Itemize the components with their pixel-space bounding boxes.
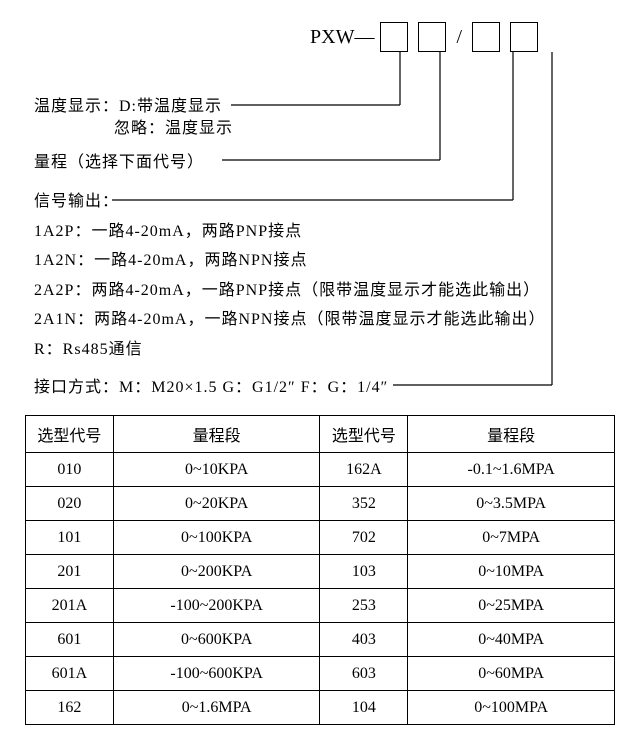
- table-body: 0100~10KPA162A-0.1~1.6MPA0200~20KPA3520~…: [26, 453, 615, 725]
- table-row: 1010~100KPA7020~7MPA: [26, 521, 615, 555]
- sig-3: 2A2P：两路4-20mA，一路PNP接点（限带温度显示才能选此输出）: [34, 280, 545, 302]
- table-cell: 0~10MPA: [408, 555, 615, 589]
- sig-4: 2A1N：两路4-20mA，一路NPN接点（限带温度显示才能选此输出）: [34, 309, 545, 331]
- model-prefix: PXW—: [310, 26, 374, 49]
- table-cell: 702: [320, 521, 408, 555]
- table-cell: 352: [320, 487, 408, 521]
- table-row: 0100~10KPA162A-0.1~1.6MPA: [26, 453, 615, 487]
- table-row: 2010~200KPA1030~10MPA: [26, 555, 615, 589]
- table-cell: 603: [320, 657, 408, 691]
- sig-2: 1A2N：一路4-20mA，两路NPN接点: [34, 250, 545, 272]
- model-box-2: [418, 22, 446, 52]
- temp-line1: 温度显示：D:带温度显示: [34, 96, 233, 118]
- table-cell: 0~100KPA: [113, 521, 320, 555]
- table-cell: 0~10KPA: [113, 453, 320, 487]
- th-code2: 选型代号: [320, 416, 408, 453]
- table-cell: 601A: [26, 657, 114, 691]
- range-label: 量程（选择下面代号）: [34, 152, 204, 174]
- temp-line2: 忽略：温度显示: [34, 118, 233, 140]
- table-cell: 0~100MPA: [408, 691, 615, 725]
- table-row: 6010~600KPA4030~40MPA: [26, 623, 615, 657]
- table-row: 201A-100~200KPA2530~25MPA: [26, 589, 615, 623]
- range-line: 量程（选择下面代号）: [34, 152, 204, 174]
- table-cell: 201: [26, 555, 114, 589]
- selection-table: 选型代号 量程段 选型代号 量程段 0100~10KPA162A-0.1~1.6…: [25, 415, 615, 725]
- signal-header: 信号输出：: [34, 191, 545, 213]
- table-cell: 104: [320, 691, 408, 725]
- model-box-4: [510, 22, 538, 52]
- interface-label: 接口方式：M：M20×1.5 G：G1/2″ F：G：1/4″: [34, 377, 388, 399]
- table-cell: 162A: [320, 453, 408, 487]
- table-cell: 201A: [26, 589, 114, 623]
- table-cell: 0~7MPA: [408, 521, 615, 555]
- sig-5: R：Rs485通信: [34, 339, 545, 361]
- table-cell: 403: [320, 623, 408, 657]
- table-cell: 0~600KPA: [113, 623, 320, 657]
- table-cell: 101: [26, 521, 114, 555]
- table-cell: -0.1~1.6MPA: [408, 453, 615, 487]
- table-cell: 0~200KPA: [113, 555, 320, 589]
- table-cell: 0~60MPA: [408, 657, 615, 691]
- sig-1: 1A2P：一路4-20mA，两路PNP接点: [34, 221, 545, 243]
- table-cell: 0~25MPA: [408, 589, 615, 623]
- model-code-row: PXW— /: [310, 22, 542, 52]
- table-cell: 162: [26, 691, 114, 725]
- th-code: 选型代号: [26, 416, 114, 453]
- temp-display-label: 温度显示：D:带温度显示 忽略：温度显示: [34, 96, 233, 139]
- table-cell: 0~1.6MPA: [113, 691, 320, 725]
- table-cell: 020: [26, 487, 114, 521]
- table-cell: 010: [26, 453, 114, 487]
- th-range: 量程段: [113, 416, 320, 453]
- table-cell: 601: [26, 623, 114, 657]
- signal-output-block: 信号输出： 1A2P：一路4-20mA，两路PNP接点 1A2N：一路4-20m…: [34, 191, 545, 361]
- table-row: 601A-100~600KPA6030~60MPA: [26, 657, 615, 691]
- interface-line: 接口方式：M：M20×1.5 G：G1/2″ F：G：1/4″: [34, 377, 388, 399]
- model-box-3: [472, 22, 500, 52]
- table-cell: 253: [320, 589, 408, 623]
- table-header-row: 选型代号 量程段 选型代号 量程段: [26, 416, 615, 453]
- table-cell: -100~600KPA: [113, 657, 320, 691]
- table-cell: 0~40MPA: [408, 623, 615, 657]
- table-cell: 0~3.5MPA: [408, 487, 615, 521]
- model-slash: /: [456, 26, 462, 49]
- th-range2: 量程段: [408, 416, 615, 453]
- table-cell: -100~200KPA: [113, 589, 320, 623]
- model-box-1: [380, 22, 408, 52]
- table-cell: 0~20KPA: [113, 487, 320, 521]
- selection-table-wrap: 选型代号 量程段 选型代号 量程段 0100~10KPA162A-0.1~1.6…: [25, 415, 615, 725]
- table-row: 1620~1.6MPA1040~100MPA: [26, 691, 615, 725]
- table-row: 0200~20KPA3520~3.5MPA: [26, 487, 615, 521]
- table-cell: 103: [320, 555, 408, 589]
